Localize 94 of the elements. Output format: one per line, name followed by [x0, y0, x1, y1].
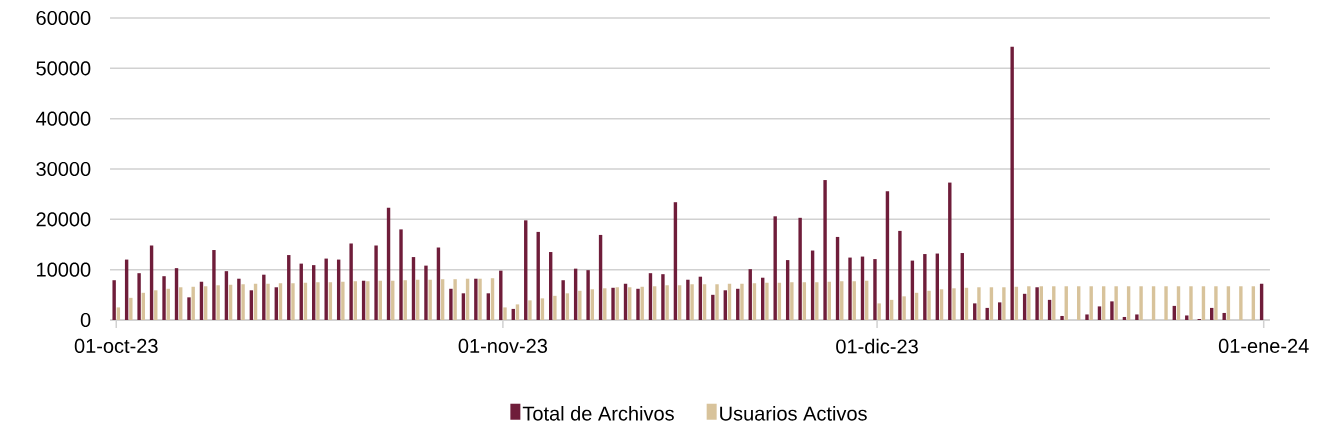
bar — [349, 243, 353, 320]
bar — [212, 250, 216, 320]
bar — [324, 258, 328, 320]
bar — [711, 294, 715, 320]
bar — [1189, 286, 1193, 320]
y-tick-label: 50000 — [36, 61, 91, 76]
bar — [266, 283, 270, 320]
bar — [715, 284, 719, 320]
y-tick-label: 0 — [80, 312, 91, 328]
bar — [291, 283, 295, 320]
bar — [1010, 46, 1014, 320]
bar — [428, 279, 432, 320]
bar — [848, 257, 852, 320]
bar — [1027, 286, 1031, 320]
bar — [216, 285, 220, 320]
bar — [690, 284, 694, 320]
bar — [553, 295, 557, 320]
bar — [528, 300, 532, 320]
bar — [1164, 286, 1168, 320]
bar — [973, 303, 977, 320]
legend-label: Usuarios Activos — [720, 405, 867, 421]
bar — [1089, 286, 1093, 320]
legend-label: Total de Archivos — [522, 405, 674, 421]
bar — [948, 182, 952, 320]
bar — [237, 278, 241, 320]
bar — [561, 280, 565, 320]
bar — [1060, 315, 1064, 320]
bar — [1110, 301, 1114, 320]
bar — [765, 282, 769, 320]
bar — [1214, 286, 1218, 320]
bar — [478, 278, 482, 320]
bar — [129, 297, 133, 320]
bar — [1097, 306, 1102, 320]
bar — [877, 303, 881, 320]
bar — [902, 296, 906, 320]
bar — [116, 307, 121, 320]
bar — [1122, 316, 1127, 320]
bar — [474, 278, 478, 320]
bar — [1222, 312, 1226, 320]
bar — [191, 286, 195, 320]
bar — [740, 283, 744, 320]
bar — [586, 270, 590, 320]
bar — [661, 274, 665, 320]
bar — [927, 290, 931, 320]
bar — [399, 229, 403, 320]
bar — [1185, 315, 1189, 320]
x-tick-label: 01-nov-23 — [458, 338, 548, 354]
bar — [1139, 286, 1143, 320]
bar — [453, 279, 457, 320]
bar — [977, 287, 981, 320]
bar — [1035, 287, 1039, 320]
bar — [823, 180, 827, 320]
y-tick-label: 40000 — [35, 111, 91, 126]
bar — [898, 230, 902, 320]
bar — [1239, 286, 1243, 320]
bar — [997, 302, 1002, 320]
bar — [952, 288, 956, 320]
bar — [665, 285, 669, 320]
bar — [262, 274, 266, 320]
bar — [1085, 314, 1089, 320]
bar — [112, 280, 116, 320]
x-tick-label: 01-dic-23 — [836, 338, 918, 354]
bar — [449, 288, 453, 320]
bar — [773, 216, 777, 320]
bar — [815, 282, 819, 320]
bar — [798, 217, 802, 320]
x-tick-label: 01-ene-24 — [1218, 338, 1309, 354]
bar — [636, 288, 640, 320]
bar — [1002, 287, 1006, 320]
bar — [790, 282, 794, 320]
bar — [137, 273, 141, 320]
bar — [873, 259, 877, 320]
x-tick-label: 01-oct-23 — [74, 338, 158, 354]
y-tick-label: 10000 — [37, 262, 91, 277]
bar — [424, 265, 428, 320]
bar — [923, 254, 927, 320]
bar — [611, 287, 615, 320]
y-tick-label: 20000 — [36, 212, 91, 227]
y-tick-label: 30000 — [36, 161, 91, 177]
bar — [686, 279, 690, 320]
bar — [187, 297, 191, 320]
bar — [366, 281, 370, 320]
bar — [374, 245, 378, 320]
bar — [515, 304, 520, 320]
bar — [1114, 286, 1118, 320]
bar — [503, 307, 507, 320]
bar — [316, 282, 320, 320]
y-tick-label: 60000 — [36, 10, 91, 26]
bar — [640, 286, 644, 320]
bar — [1135, 314, 1139, 320]
bar — [241, 284, 245, 320]
bar — [162, 276, 166, 320]
bar — [341, 281, 345, 320]
bar — [578, 290, 582, 320]
